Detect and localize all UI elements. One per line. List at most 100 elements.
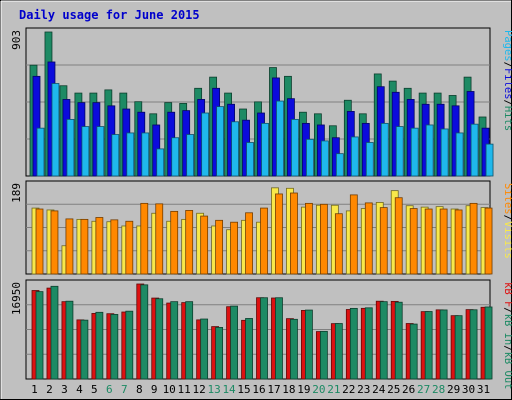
day-labels: 1 2 3 4 5 6 7 8 9 10 11 12 13 14 15 16 17 18 19 20 21 22 23 24 2… (31, 383, 490, 396)
bar (230, 221, 238, 275)
y-max-label: 903 (10, 30, 23, 50)
bar (350, 136, 359, 177)
bar (186, 134, 195, 177)
bar (125, 310, 134, 380)
bar (185, 301, 194, 380)
bar (275, 297, 283, 380)
series-kb-f (31, 283, 489, 380)
day-label: 24 (372, 383, 386, 396)
series-pages (36, 83, 494, 177)
bar (140, 202, 149, 275)
day-label: 22 (342, 383, 355, 396)
bar (215, 327, 224, 380)
bar (95, 311, 104, 380)
bar (365, 142, 374, 177)
kbytes-panel: 16950 kB F/kB In/kB Out (10, 279, 512, 390)
y-max-label: 16950 (10, 282, 23, 315)
day-label: 23 (357, 383, 370, 396)
legend-entry: / (502, 307, 512, 313)
bar (50, 210, 59, 275)
visits-sites-panel: 189 Sites/Visits (10, 180, 512, 275)
bar (230, 305, 238, 380)
bar (65, 218, 74, 275)
legend-entry: kB F (502, 282, 512, 307)
bar (395, 126, 404, 177)
day-label: 29 (447, 383, 460, 396)
day-label: 9 (151, 383, 158, 396)
bar (155, 298, 164, 380)
bar (155, 203, 164, 275)
bar (454, 315, 463, 380)
day-label: 14 (222, 383, 236, 396)
day-label: 12 (193, 383, 206, 396)
bar (276, 100, 284, 177)
bar (364, 202, 373, 275)
bar (110, 219, 119, 275)
bar (305, 309, 313, 380)
bar (424, 208, 433, 275)
day-label: 10 (163, 383, 176, 396)
bar (245, 212, 253, 275)
bar (111, 134, 120, 177)
bar (260, 207, 268, 275)
bar (261, 122, 269, 177)
bar (349, 307, 358, 380)
day-label: 2 (46, 383, 53, 396)
bar (245, 318, 253, 380)
legend-entry: Visits (502, 221, 512, 259)
day-label: 5 (91, 383, 98, 396)
series-files (32, 61, 490, 177)
legend-entry: / (502, 100, 512, 106)
bar (66, 118, 75, 177)
day-label: 15 (237, 383, 250, 396)
day-label: 18 (282, 383, 295, 396)
bar (80, 319, 89, 380)
bar (185, 210, 194, 275)
y-max-label: 189 (10, 183, 23, 203)
bar (470, 123, 479, 177)
day-label: 27 (417, 383, 430, 396)
bar (291, 118, 299, 177)
bar (35, 208, 44, 275)
bar (95, 217, 104, 275)
bar (484, 207, 493, 275)
bar (200, 318, 209, 380)
bar (334, 323, 343, 380)
legend-entry: kB Out (502, 352, 512, 390)
day-label: 16 (252, 383, 265, 396)
legend-entry: / (502, 345, 512, 351)
day-label: 28 (432, 383, 445, 396)
day-label: 30 (462, 383, 475, 396)
day-label: 25 (387, 383, 400, 396)
series-sites (35, 192, 493, 275)
bar (319, 330, 328, 380)
day-label: 4 (76, 383, 83, 396)
legend-entry: Files (502, 68, 512, 100)
bar (409, 208, 418, 275)
bar (216, 106, 225, 177)
day-label: 11 (178, 383, 191, 396)
legend-entry: / (502, 215, 512, 221)
day-label: 3 (61, 383, 68, 396)
day-label: 1 (31, 383, 38, 396)
bar (469, 202, 478, 275)
bar (349, 194, 358, 275)
bar (425, 124, 434, 177)
bar (379, 301, 388, 380)
bar (439, 208, 448, 275)
day-label: 31 (477, 383, 490, 396)
bar (51, 83, 60, 177)
bar (200, 215, 209, 275)
day-label: 26 (402, 383, 415, 396)
bar (140, 284, 149, 380)
legend-entry: Hits (502, 106, 512, 131)
bar (65, 300, 74, 380)
day-label: 19 (297, 383, 310, 396)
legend: kB F/kB In/kB Out (502, 282, 512, 390)
bar (231, 121, 239, 177)
bar (484, 306, 493, 380)
bar (320, 140, 329, 177)
bar (50, 285, 59, 380)
bar (409, 323, 418, 380)
